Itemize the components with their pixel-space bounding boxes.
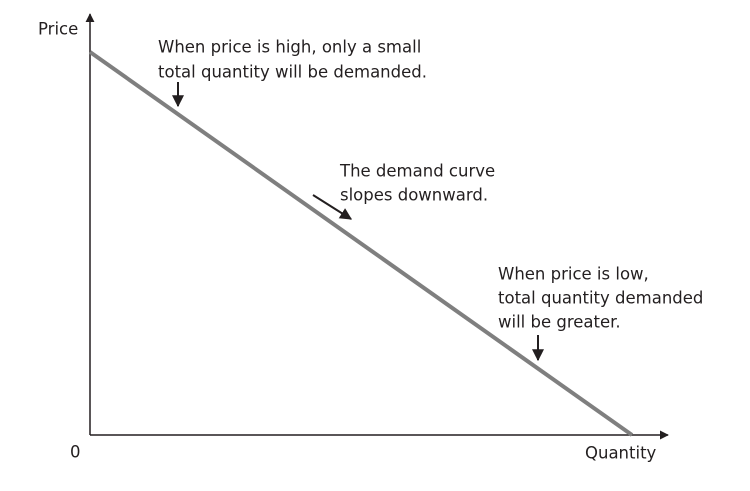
annotation-line: slopes downward. [340,186,488,205]
annotation-line: total quantity will be demanded. [158,63,427,82]
annotation-line: total quantity demanded [498,289,703,308]
demand-curve [88,50,634,437]
annotation-line: When price is low, [498,265,649,284]
origin-label: 0 [70,443,81,462]
arrow [312,194,353,220]
annotation-line: When price is high, only a small [158,38,421,57]
x-axis-label: Quantity [585,444,657,463]
y-axis-label: Price [38,20,78,39]
annotation-line: The demand curve [339,162,495,181]
annotation-line: will be greater. [498,313,621,332]
